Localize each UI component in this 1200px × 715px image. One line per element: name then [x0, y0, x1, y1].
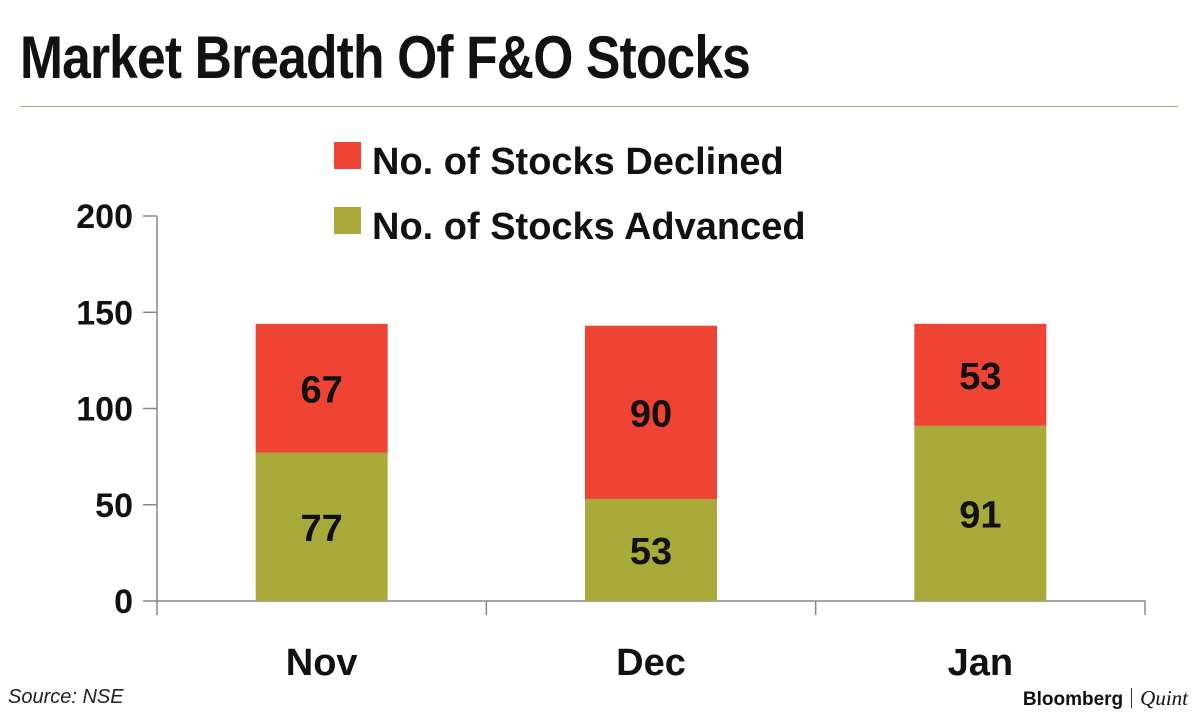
- brand-secondary: Quint: [1140, 686, 1188, 710]
- bar-segment: [255, 323, 388, 453]
- x-category-label: Jan: [948, 642, 1013, 680]
- legend-swatch: [334, 207, 361, 234]
- bar-segment: [255, 452, 388, 601]
- bar-segment: [914, 425, 1047, 601]
- y-tick-label: 50: [95, 487, 133, 525]
- y-tick-label: 150: [76, 294, 133, 332]
- chart-axes: 0 50 100 150 200 Nov Dec Jan: [76, 198, 1146, 680]
- x-category-label: Nov: [286, 642, 358, 680]
- bar-data-label: 67: [301, 369, 343, 411]
- legend-swatch: [334, 142, 361, 169]
- brand-primary: Bloomberg: [1022, 689, 1124, 710]
- chart-data-labels: 77 67 53 90 91 53: [301, 356, 1002, 573]
- legend-label: No. of Stocks Declined: [372, 141, 784, 183]
- chart-legend: No. of Stocks Declined No. of Stocks Adva…: [334, 141, 806, 248]
- bar-segment: [914, 323, 1047, 426]
- title-divider: [20, 106, 1178, 107]
- bar-data-label: 90: [630, 393, 672, 435]
- stacked-bar-chart: 0 50 100 150 200 Nov Dec Jan 77 67 53 90 91 53 No. o…: [76, 141, 1146, 680]
- legend-label: No. of Stocks Advanced: [372, 206, 806, 248]
- brand-logo: Bloomberg Quint: [1023, 686, 1188, 711]
- y-tick-label: 100: [76, 391, 133, 429]
- chart-title: Market Breadth Of F&O Stocks: [20, 24, 751, 91]
- bar-data-label: 53: [630, 531, 672, 573]
- bar-segment: [585, 325, 717, 499]
- bar-segment: [585, 498, 717, 601]
- y-tick-label: 0: [114, 583, 133, 621]
- y-tick-label: 200: [76, 198, 133, 236]
- brand-separator: [1131, 688, 1133, 708]
- source-note: Source: NSE: [8, 686, 124, 708]
- bar-data-label: 77: [301, 508, 343, 550]
- x-category-label: Dec: [616, 642, 686, 680]
- chart-bars: [255, 323, 1047, 601]
- bar-data-label: 53: [959, 356, 1001, 398]
- bar-data-label: 91: [959, 494, 1001, 536]
